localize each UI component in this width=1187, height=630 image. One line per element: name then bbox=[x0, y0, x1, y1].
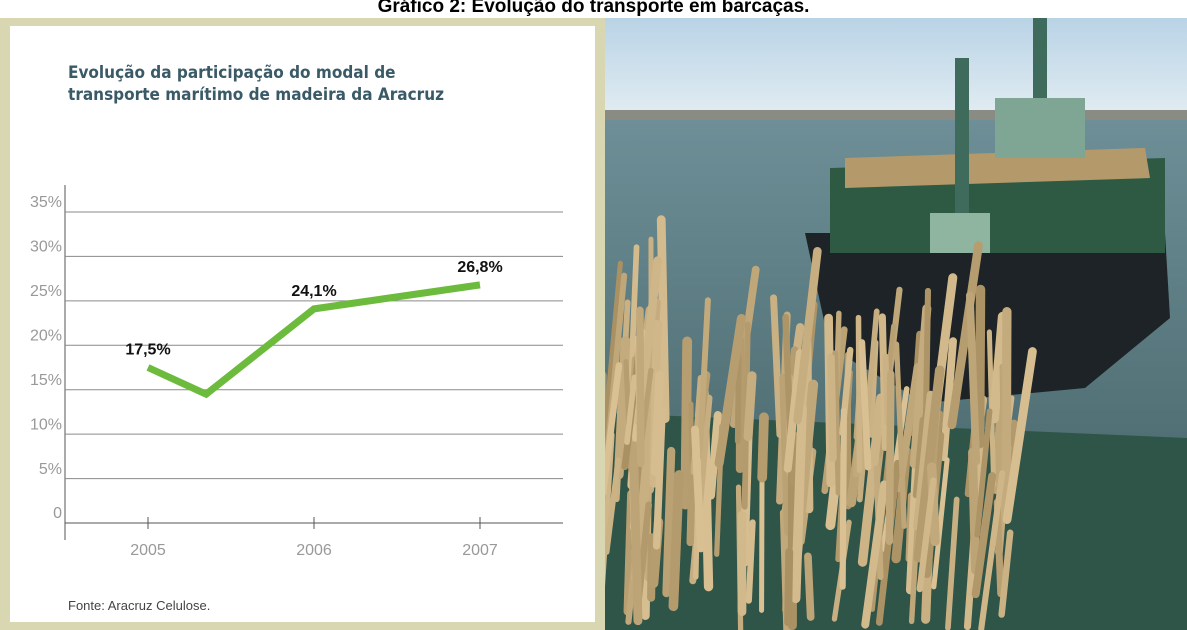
chart-title: Evolução da participação do modal de tra… bbox=[68, 63, 445, 105]
log bbox=[605, 457, 621, 555]
source-note: Fonte: Aracruz Celulose. bbox=[68, 598, 211, 613]
log bbox=[947, 241, 983, 430]
y-tick-label: 35% bbox=[30, 194, 62, 211]
y-tick-label: 20% bbox=[30, 328, 62, 345]
chart: 0 5% 10% 15% 20% 25% 30% 35% 2005 2006 2007 17,5% 24… bbox=[30, 185, 563, 559]
page-title: Gráfico 2: Evolução do transporte em bar… bbox=[377, 0, 810, 17]
log bbox=[968, 447, 980, 575]
log bbox=[827, 353, 837, 463]
log bbox=[656, 215, 670, 424]
log bbox=[686, 462, 696, 547]
log bbox=[624, 374, 638, 445]
log bbox=[757, 412, 769, 483]
y-tick-label: 10% bbox=[30, 416, 62, 433]
log bbox=[939, 337, 957, 462]
y-tick-label: 0 bbox=[53, 505, 62, 522]
log bbox=[857, 393, 886, 567]
log bbox=[691, 425, 705, 553]
ship-bridge bbox=[995, 98, 1085, 158]
log bbox=[696, 297, 711, 454]
y-tick-label: 25% bbox=[30, 283, 62, 300]
log bbox=[858, 339, 872, 471]
log bbox=[650, 371, 664, 476]
x-tick-label: 2006 bbox=[296, 542, 332, 559]
y-tick-label: 15% bbox=[30, 372, 62, 389]
log bbox=[734, 353, 742, 444]
ship-mast bbox=[1033, 18, 1047, 98]
log bbox=[931, 457, 950, 590]
log bbox=[998, 529, 1014, 618]
log bbox=[1002, 347, 1037, 525]
log bbox=[913, 390, 935, 531]
data-line bbox=[146, 281, 481, 399]
breakwater bbox=[605, 110, 1187, 120]
log bbox=[662, 446, 676, 598]
log bbox=[668, 470, 684, 612]
data-label: 17,5% bbox=[125, 342, 170, 359]
log bbox=[770, 294, 784, 439]
data-label: 26,8% bbox=[457, 259, 502, 276]
log bbox=[912, 416, 926, 499]
log bbox=[784, 547, 794, 627]
log bbox=[893, 341, 907, 529]
log bbox=[974, 408, 993, 538]
sky bbox=[605, 18, 1187, 118]
log bbox=[706, 411, 722, 500]
log bbox=[804, 552, 815, 621]
log bbox=[783, 348, 804, 473]
log bbox=[965, 291, 981, 466]
log bbox=[680, 336, 693, 510]
data-label: 24,1% bbox=[291, 283, 336, 300]
log bbox=[745, 519, 756, 604]
log bbox=[974, 284, 986, 449]
log bbox=[989, 311, 1008, 424]
ship-crane bbox=[955, 58, 969, 218]
log bbox=[714, 313, 746, 468]
log-pile bbox=[605, 215, 1037, 630]
log bbox=[605, 362, 623, 496]
log bbox=[839, 407, 848, 590]
log bbox=[605, 260, 623, 460]
log bbox=[743, 371, 757, 442]
log bbox=[861, 480, 889, 629]
log bbox=[793, 246, 822, 425]
log bbox=[945, 496, 960, 630]
log bbox=[916, 477, 937, 593]
log bbox=[971, 472, 997, 599]
y-tick-label: 30% bbox=[30, 239, 62, 256]
x-tick-label: 2005 bbox=[130, 542, 166, 559]
log bbox=[628, 441, 643, 626]
log bbox=[885, 370, 895, 545]
y-tick-label: 5% bbox=[39, 461, 62, 478]
log bbox=[636, 306, 645, 467]
log bbox=[978, 470, 1006, 630]
log bbox=[1001, 307, 1012, 504]
x-tick-label: 2007 bbox=[462, 542, 498, 559]
photo bbox=[605, 18, 1187, 630]
log bbox=[790, 403, 807, 604]
log bbox=[832, 350, 842, 496]
